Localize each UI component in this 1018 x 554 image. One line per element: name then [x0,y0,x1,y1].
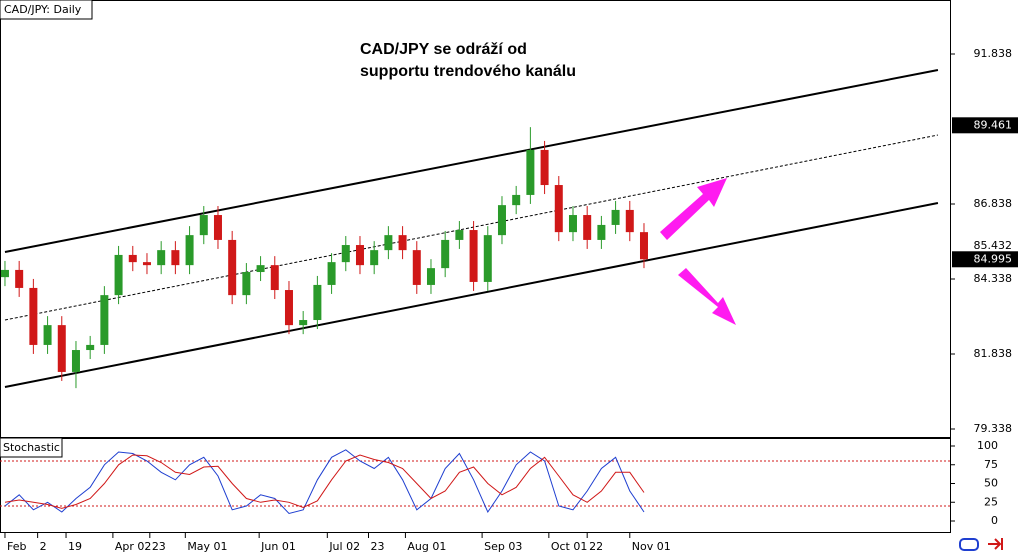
candle-body [256,265,265,273]
candle-body [313,284,322,321]
y-tick-label: 86.838 [974,197,1013,210]
arrow-down [678,268,736,325]
x-tick-label: Apr 02 [115,540,152,553]
x-tick-label: 2 [40,540,47,553]
candle-body [213,215,222,240]
trend-line [4,134,939,321]
candle-body [526,149,535,195]
x-tick-label: Jun 01 [260,540,296,553]
candle-body [242,272,251,296]
main-panel [0,0,951,438]
y-tick-label: 0 [991,514,998,527]
candle-body [625,209,634,233]
y-tick-label: 91.838 [974,47,1013,60]
arrow-up [660,178,727,240]
candle-body [157,250,166,266]
title-box [0,0,93,20]
candle-body [228,239,237,296]
candle-body [284,290,293,326]
x-tick-label: Sep 03 [484,540,522,553]
candle-body [540,149,549,186]
y-tick-label: 79.338 [974,422,1013,435]
x-tick-label: Jul 02 [328,540,360,553]
candle-body [370,250,379,266]
annotation: CAD/JPY se odráží od [360,41,527,58]
candle-body [15,269,24,288]
candle-body [270,265,279,291]
link-icon[interactable] [959,538,979,551]
candle-body [597,224,606,240]
candle-body [199,215,208,236]
candle-body [611,209,620,225]
price-marker [952,117,1018,134]
candle-body [512,194,521,206]
annotation: supportu trendového kanálu [360,63,576,80]
stochastic-panel [0,438,951,533]
panel-title-box [0,437,63,458]
candle-body [57,325,66,372]
candle-body [398,235,407,251]
x-tick-label: May 01 [187,540,227,553]
candle-body [29,287,38,345]
candle-body [0,269,9,278]
y-tick-label: 75 [984,458,998,471]
candle-body [639,232,648,260]
x-tick-label: Feb [7,540,26,553]
candle-body [327,262,336,285]
candle-body [469,230,478,282]
candle-body [128,254,137,263]
candle-body [299,320,308,326]
candle-body [384,235,393,251]
x-tick-label: Aug 01 [407,540,446,553]
toolbar-icons[interactable] [959,538,1003,551]
candle-body [114,254,123,296]
candle-body [412,250,421,285]
x-tick-label: 23 [152,540,166,553]
candle-body [455,230,464,240]
candle-body [497,205,506,236]
price-marker-label: 84.995 [974,252,1013,265]
x-tick-label: 23 [370,540,384,553]
candle-body [43,325,52,345]
stochastic-line [4,449,645,515]
candle-body [441,239,450,269]
y-tick-label: 100 [977,439,998,452]
candle-body [71,350,80,372]
candle-body [483,235,492,282]
candle-body [583,215,592,240]
y-tick-label: 25 [984,495,998,508]
x-tick-label: Oct 01 [551,540,588,553]
candle-body [100,295,109,345]
candle-body [142,262,151,266]
x-tick-label: 19 [68,540,82,553]
stochastic-line [4,454,645,509]
y-tick-label: 50 [984,477,998,490]
x-tick-label: 22 [589,540,603,553]
chart-title: CAD/JPY: Daily [4,3,82,16]
price-marker [952,251,1018,268]
y-tick-label: 84.338 [974,272,1013,285]
candle-body [171,250,180,266]
candle-body [355,245,364,266]
price-marker [952,238,1018,255]
trend-line [4,202,939,388]
candle-body [426,268,435,285]
price-marker-label: 85.432 [974,239,1013,252]
price-marker-label: 89.461 [974,118,1013,131]
y-tick-label: 81.838 [974,347,1013,360]
panel-title: Stochastic [3,441,60,454]
candle-body [86,344,95,351]
candle-body [568,215,577,233]
candle-body [341,245,350,263]
x-tick-label: Nov 01 [632,540,671,553]
scroll-icon[interactable] [988,538,1003,550]
trend-line [4,69,939,253]
candle-body [554,185,563,233]
candle-body [185,235,194,266]
